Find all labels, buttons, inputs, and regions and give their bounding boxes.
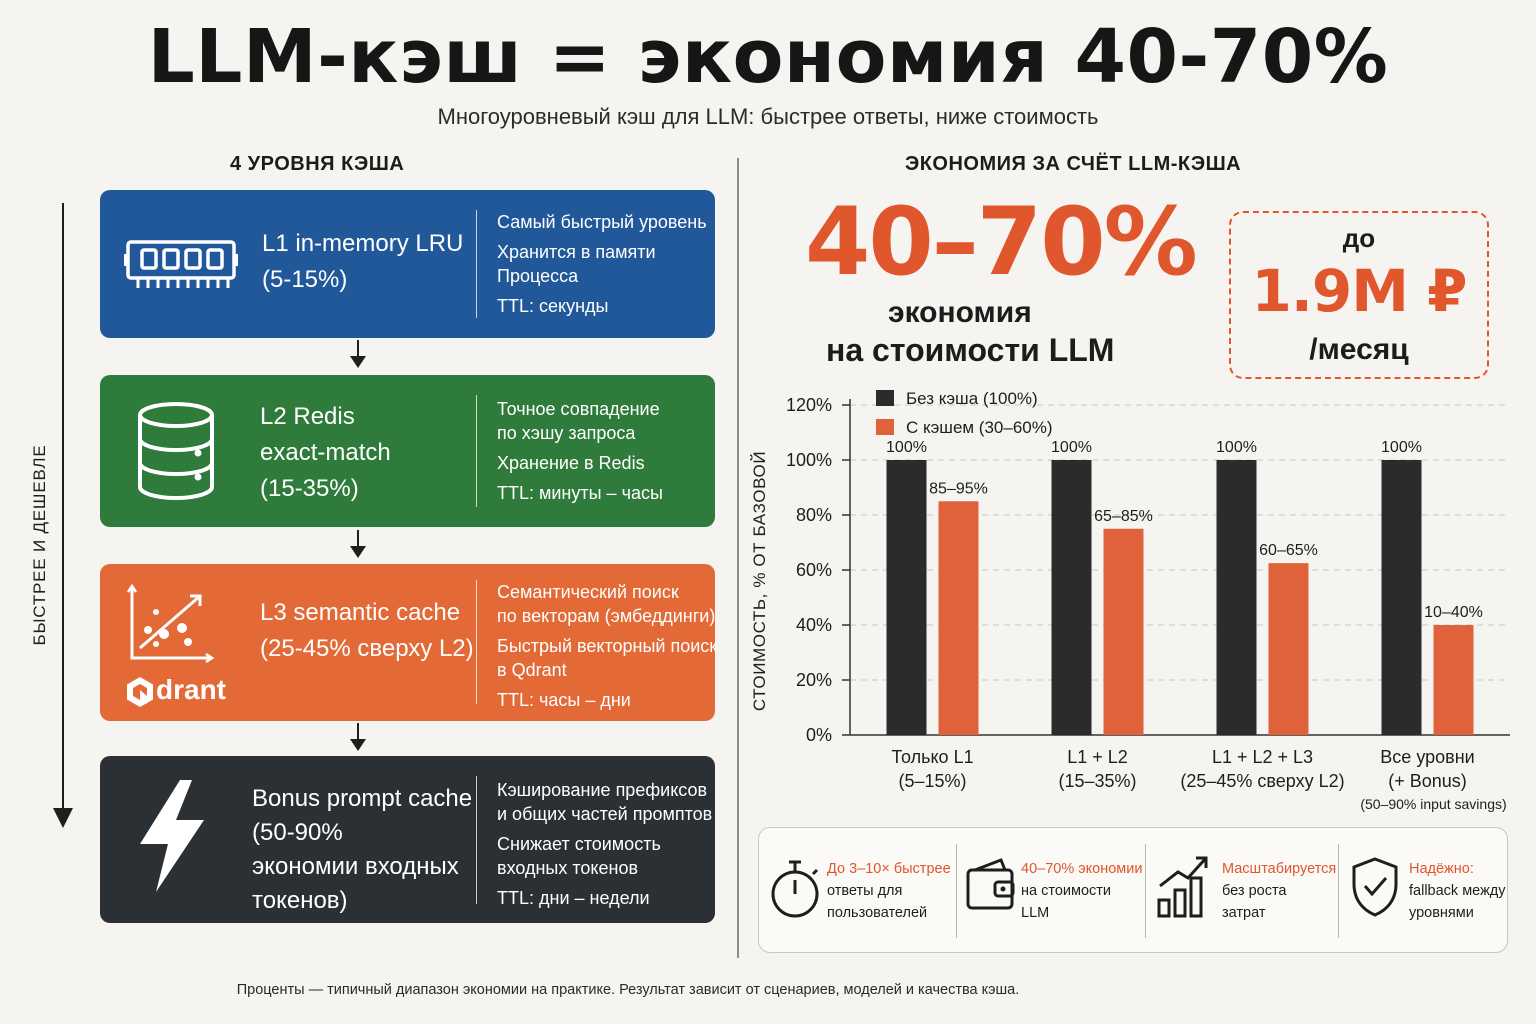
chart-category-label: L1 + L2 — [1067, 747, 1128, 767]
chart-bar-label: 100% — [1381, 439, 1422, 456]
growth-chart-icon — [1157, 856, 1208, 918]
lightning-icon — [140, 780, 204, 892]
savings-caption-line1: экономия — [888, 296, 1032, 329]
speed-arrow-head — [53, 808, 73, 828]
chart-legend-swatch — [876, 419, 894, 435]
chart-bar — [1268, 563, 1309, 735]
cache-levels-title: 4 УРОВНЯ КЭША — [230, 153, 405, 175]
savings-percent-headline: 40–70% — [805, 188, 1198, 297]
flow-arrow-icon — [348, 530, 368, 560]
cache-level-l2-title: L2 Redis exact-match (15-35%) — [260, 403, 391, 502]
cache-level-bonus-card: Bonus prompt cache (50-90% экономии вход… — [100, 756, 715, 923]
cache-level-l1-description: Самый быстрый уровень Хранится в памяти … — [497, 212, 707, 316]
savings-section-title: ЭКОНОМИЯ ЗА СЧЁТ LLM-КЭША — [905, 153, 1242, 175]
chart-y-tick-label: 40% — [796, 615, 832, 635]
chart-y-tick-label: 60% — [796, 560, 832, 580]
monthly-savings-box: до 1.9M ₽ /месяц — [1229, 211, 1489, 379]
card-separator — [476, 776, 477, 904]
chart-bar-label: 100% — [886, 439, 927, 456]
chart-y-tick-label: 0% — [806, 725, 832, 745]
speed-arrow-line — [62, 203, 64, 813]
qdrant-logo-icon — [127, 677, 153, 707]
savings-caption-line2: на стоимости LLM — [826, 332, 1115, 368]
cost-comparison-chart: 0% 20% 40% 60% 80% 100% 120% 100% 85–95% Только L… — [786, 389, 1510, 812]
chart-category-label: (25–45% сверху L2) — [1180, 771, 1344, 791]
cache-level-l3-description: Семантический поиск по векторам (эмбедди… — [497, 582, 718, 710]
chart-category-label: (+ Bonus) — [1388, 771, 1467, 791]
main-title: LLM-кэш = экономия 40-70% — [147, 14, 1389, 100]
chart-category-label: Только L1 — [891, 747, 973, 767]
card-separator — [476, 210, 477, 318]
benefit-scalability: Масштабируется без роста затрат — [1146, 828, 1338, 952]
benefits-strip: До 3–10× быстрее ответы для пользователе… — [758, 827, 1508, 953]
chart-legend-label: С кэшем (30–60%) — [906, 418, 1053, 437]
chart-category-label: (15–35%) — [1058, 771, 1136, 791]
card-separator — [476, 580, 477, 704]
chart-bar-label: 100% — [1216, 439, 1257, 456]
wallet-icon — [966, 858, 1015, 910]
chart-bar-label: 85–95% — [929, 480, 988, 497]
chart-bar-label: 100% — [1051, 439, 1092, 456]
column-divider — [737, 158, 739, 958]
benefit-separator — [1338, 844, 1339, 938]
shield-check-icon — [1352, 857, 1398, 917]
chart-bar-label: 65–85% — [1094, 508, 1153, 525]
cache-level-l2-card: L2 Redis exact-match (15-35%) Точное сов… — [100, 375, 715, 527]
benefit-separator — [1145, 844, 1146, 938]
benefit-speed-text: До 3–10× быстрее ответы для пользователе… — [827, 861, 951, 921]
chart-y-tick-label: 80% — [796, 505, 832, 525]
chart-category-label: L1 + L2 + L3 — [1212, 747, 1313, 767]
footnote: Проценты — типичный диапазон экономии на… — [236, 982, 1020, 998]
cache-level-l1-title: L1 in-memory LRU (5-15%) — [262, 230, 464, 293]
chart-legend-swatch — [876, 390, 894, 406]
chart-bar — [938, 501, 979, 735]
chart-bar — [1433, 625, 1474, 735]
cache-level-bonus-title: Bonus prompt cache (50-90% экономии вход… — [252, 785, 473, 914]
chart-bar-label: 10–40% — [1424, 604, 1483, 621]
monthly-savings-period: /месяц — [1309, 333, 1409, 366]
chart-bar — [1103, 528, 1144, 735]
flow-arrow-icon — [348, 723, 368, 753]
database-icon — [138, 402, 214, 500]
benefit-reliability: Надёжно: fallback между уровнями — [1339, 828, 1507, 952]
cache-level-l1-card: L1 in-memory LRU (5-15%) Самый быстрый у… — [100, 190, 715, 338]
chart-bar — [886, 460, 927, 735]
cache-level-l2-description: Точное совпадение по хэшу запроса Хранен… — [497, 399, 663, 503]
chart-category-note: (50–90% input savings) — [1360, 796, 1506, 812]
chart-category-label: Все уровни — [1380, 747, 1474, 767]
chart-y-tick-label: 20% — [796, 670, 832, 690]
card-separator — [476, 395, 477, 507]
memory-chip-icon — [124, 240, 238, 288]
benefit-savings: 40–70% экономии на стоимости LLM — [957, 828, 1145, 952]
chart-bar — [1216, 460, 1257, 735]
monthly-savings-prefix: до — [1342, 223, 1376, 253]
benefit-reliability-text: Надёжно: fallback между уровнями — [1409, 861, 1506, 921]
cache-level-l3-title: L3 semantic cache (25-45% сверху L2) — [260, 599, 474, 662]
flow-arrow-icon — [348, 340, 368, 370]
chart-category-label: (5–15%) — [898, 771, 966, 791]
benefit-savings-text: 40–70% экономии на стоимости LLM — [1021, 861, 1143, 921]
chart-bar — [1381, 460, 1422, 735]
chart-bar-label: 60–65% — [1259, 542, 1318, 559]
benefit-speed: До 3–10× быстрее ответы для пользователе… — [759, 828, 957, 952]
main-subtitle: Многоуровневый кэш для LLM: быстрее отве… — [437, 104, 1099, 129]
chart-y-tick-label: 120% — [786, 395, 832, 415]
speed-label: БЫСТРЕЕ И ДЕШЕВЛЕ — [30, 444, 49, 646]
chart-legend-label: Без кэша (100%) — [906, 389, 1038, 408]
cache-level-l3-card: drant L3 semantic cache (25-45% сверху L… — [100, 564, 718, 721]
scatter-plot-icon — [126, 584, 215, 664]
cache-level-bonus-description: Кэширование префиксов и общих частей про… — [497, 780, 713, 908]
stopwatch-icon — [771, 860, 819, 918]
qdrant-logo-text: drant — [156, 674, 226, 705]
benefit-separator — [956, 844, 957, 938]
chart-bar — [1051, 460, 1092, 735]
benefit-scalability-text: Масштабируется без роста затрат — [1222, 861, 1337, 921]
chart-y-tick-label: 100% — [786, 450, 832, 470]
monthly-savings-amount: 1.9M ₽ — [1251, 257, 1467, 325]
